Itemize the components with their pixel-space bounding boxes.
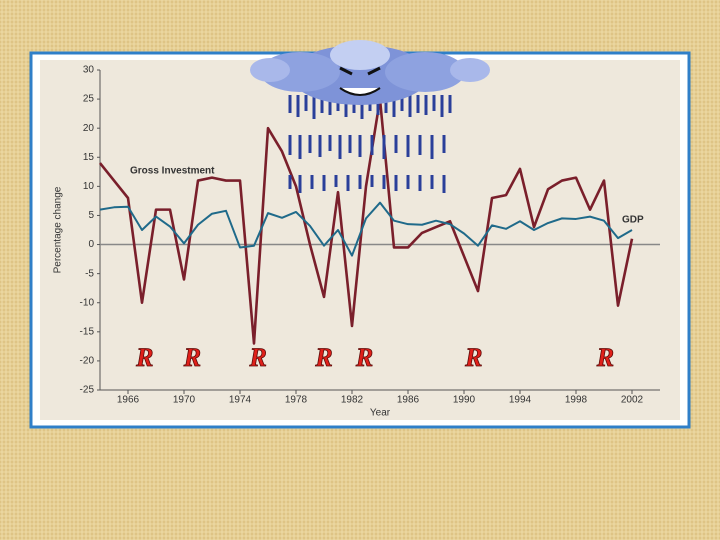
recession-marker: R [596, 343, 614, 372]
series-label: GDP [622, 215, 644, 226]
y-tick-label: -20 [80, 356, 95, 367]
series-line [98, 97, 634, 345]
recession-marker: R [314, 343, 332, 372]
y-tick-label: 0 [88, 239, 94, 250]
y-tick-label: -5 [85, 268, 94, 279]
series-line [99, 201, 633, 257]
y-axis-label: Percentage change [53, 186, 64, 273]
y-tick-label: -25 [80, 385, 95, 396]
x-tick-label: 1990 [453, 395, 476, 406]
y-tick-label: 30 [83, 65, 95, 76]
x-tick-label: 1994 [509, 395, 532, 406]
recession-marker: R [183, 343, 201, 372]
recession-marker: R [249, 343, 267, 372]
x-tick-label: 1986 [397, 395, 420, 406]
x-tick-label: 1970 [173, 395, 196, 406]
x-tick-label: 1982 [341, 395, 364, 406]
y-tick-label: 20 [83, 123, 95, 134]
y-tick-label: 10 [83, 181, 95, 192]
x-axis-label: Year [370, 408, 391, 419]
storm-cloud [250, 40, 490, 193]
series-label: Gross Investment [130, 166, 215, 177]
y-tick-label: 5 [88, 210, 94, 221]
y-tick-label: -10 [80, 297, 95, 308]
y-tick-label: 15 [83, 152, 95, 163]
x-tick-label: 1966 [117, 395, 140, 406]
recession-marker: R [464, 343, 482, 372]
x-tick-label: 1974 [229, 395, 252, 406]
recession-marker: R [135, 343, 153, 372]
plot: -25 -20 -15 -10 -5 0 5 10 15 20 25 30 1966 1970 1974 19… [80, 65, 660, 406]
y-tick-label: 25 [83, 94, 95, 105]
y-tick-label: -15 [80, 326, 95, 337]
x-tick-label: 1978 [285, 395, 308, 406]
x-tick-label: 1998 [565, 395, 588, 406]
recession-marker: R [355, 343, 373, 372]
x-tick-label: 2002 [621, 395, 644, 406]
